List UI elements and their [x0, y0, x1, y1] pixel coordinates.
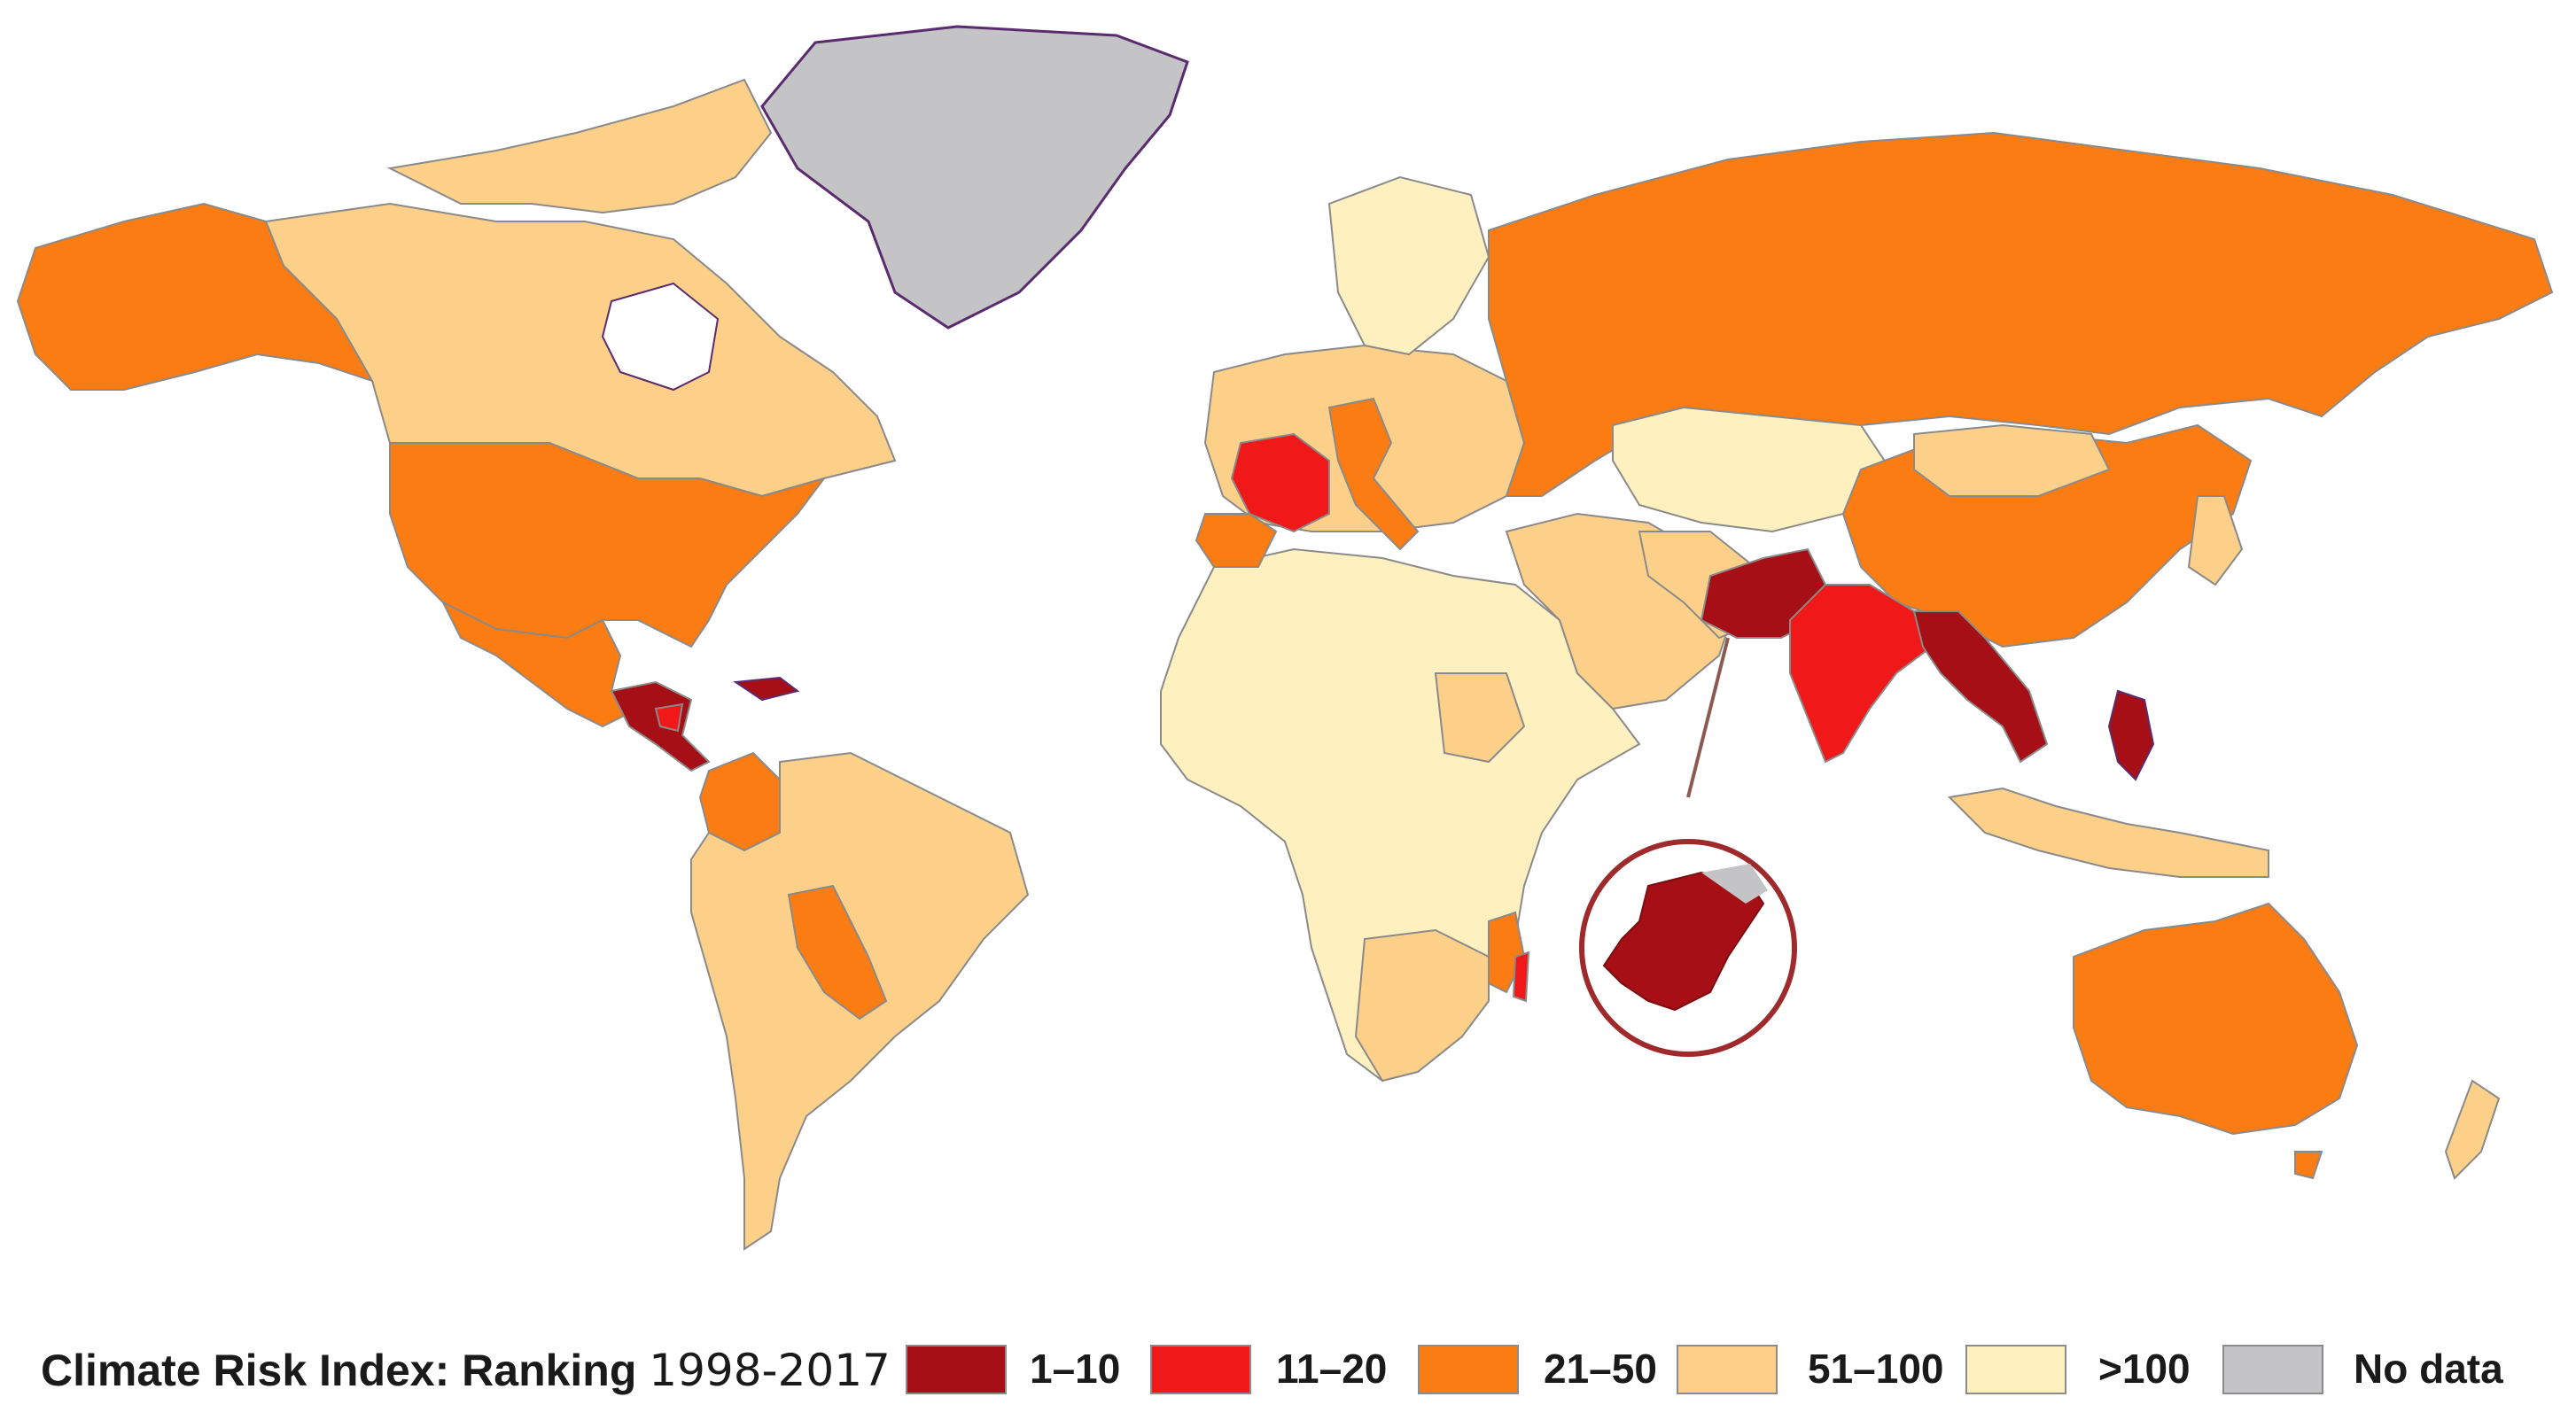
- region-philippines: [2107, 689, 2155, 781]
- region-australia: [2073, 902, 2359, 1136]
- legend-label-gt-100: >100: [2098, 1346, 2191, 1392]
- region-scandinavia: [1327, 175, 1490, 356]
- region-alaska: [16, 202, 375, 391]
- region-new-zealand: [2444, 1079, 2501, 1180]
- region-south-africa: [1354, 928, 1490, 1083]
- inset-leader-line: [1686, 637, 1730, 798]
- region-caribbean: [733, 676, 800, 702]
- region-france: [1230, 432, 1330, 533]
- legend-swatch-51-100: [1677, 1345, 1778, 1394]
- region-mongolia: [1913, 423, 2111, 497]
- region-bolivia: [787, 884, 888, 1021]
- legend-swatch-gt-100: [1965, 1345, 2066, 1394]
- legend: Climate Risk Index: Ranking 1998-2017 1–…: [0, 1309, 2576, 1424]
- region-central-europe: [1327, 397, 1420, 551]
- region-hudson-bay: [601, 282, 720, 392]
- legend-swatch-no-data: [2222, 1345, 2323, 1394]
- legend-swatch-21-50: [1418, 1345, 1519, 1394]
- region-southeast-asia: [1912, 610, 2049, 764]
- region-nicaragua: [654, 702, 684, 733]
- legend-label-no-data: No data: [2354, 1346, 2503, 1392]
- legend-swatch-1-10: [906, 1345, 1007, 1394]
- region-madagascar: [1512, 951, 1530, 1003]
- region-japan: [2187, 495, 2244, 586]
- legend-swatch-11-20: [1150, 1345, 1251, 1394]
- legend-label-1-10: 1–10: [1030, 1346, 1121, 1392]
- legend-label-21-50: 21–50: [1544, 1346, 1657, 1392]
- region-tasmania: [2294, 1151, 2323, 1180]
- legend-years: 1998-2017: [649, 1345, 891, 1396]
- region-canada: [264, 202, 897, 498]
- region-sahel: [1434, 672, 1526, 764]
- inset-disputed-region: [1701, 864, 1768, 904]
- region-arctic-islands: [386, 78, 773, 214]
- region-spain: [1195, 513, 1278, 568]
- region-greenland: [760, 25, 1189, 330]
- region-india: [1789, 584, 1934, 764]
- legend-title-text: Climate Risk Index: Ranking: [41, 1346, 637, 1395]
- legend-label-11-20: 11–20: [1276, 1346, 1388, 1392]
- legend-label-51-100: 51–100: [1808, 1346, 1944, 1392]
- world-map: [16, 25, 2554, 1251]
- region-indonesia: [1947, 787, 2269, 878]
- legend-title: Climate Risk Index: Ranking 1998-2017: [41, 1345, 891, 1396]
- region-russia: [1488, 131, 2554, 497]
